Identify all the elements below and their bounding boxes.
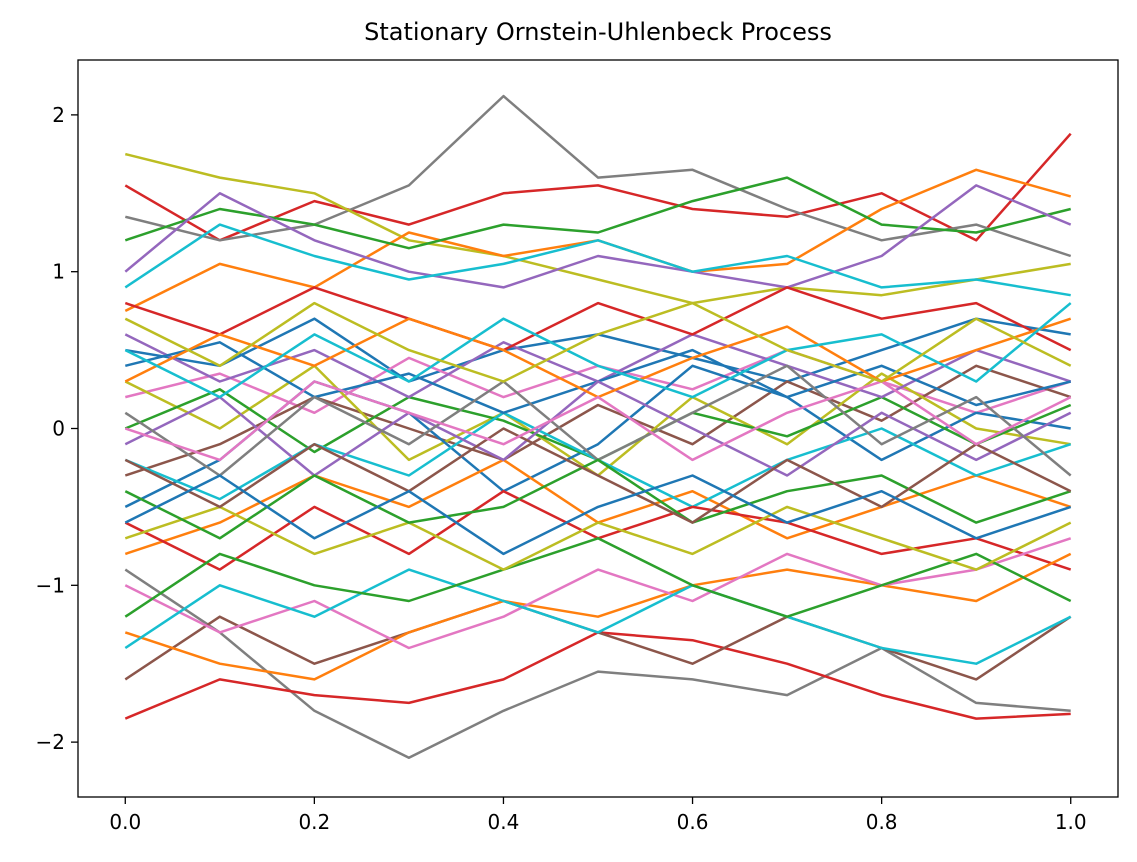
series-line-33: [124, 380, 1072, 462]
series-line-35: [124, 474, 1072, 556]
y-axis-ticks: 2 1 0 −1 −2: [36, 103, 78, 754]
series-line-28: [124, 286, 1072, 352]
x-tick-label: 0.6: [677, 810, 709, 834]
series-line-31: [124, 302, 1072, 399]
series-line-24: [124, 505, 1072, 571]
series-line-34: [124, 301, 1072, 383]
x-axis-ticks: 0.0 0.2 0.4 0.6 0.8 1.0: [109, 797, 1087, 834]
x-tick-label: 0.0: [109, 810, 141, 834]
x-tick-label: 1.0: [1055, 810, 1087, 834]
series-line-32: [124, 427, 1072, 524]
y-tick-label: 2: [52, 103, 65, 127]
x-tick-label: 0.2: [298, 810, 330, 834]
series-line-29: [124, 458, 1072, 540]
plot-frame: [77, 59, 1119, 798]
y-tick-label: 0: [52, 417, 65, 441]
series-line-5: [124, 184, 1072, 289]
series-line-2: [124, 152, 1071, 305]
series-line-6: [124, 223, 1071, 297]
y-tick-label: 1: [52, 260, 65, 284]
x-tick-label: 0.4: [488, 810, 520, 834]
y-tick-label: −2: [36, 730, 65, 754]
series-line-21: [124, 537, 1072, 650]
y-tick-label: −1: [36, 573, 65, 597]
chart-title: Stationary Ornstein-Uhlenbeck Process: [364, 18, 832, 46]
series-line-22: [124, 568, 1072, 665]
series-line-19: [124, 599, 1072, 681]
series-line-20: [124, 552, 1072, 681]
series-line-0: [124, 132, 1072, 242]
series-line-23: [124, 537, 1072, 618]
x-tick-label: 0.8: [866, 810, 898, 834]
series-line-4: [124, 176, 1072, 250]
series-lines: [124, 94, 1072, 760]
series-line-17: [124, 568, 1071, 760]
series-line-1: [124, 94, 1072, 258]
